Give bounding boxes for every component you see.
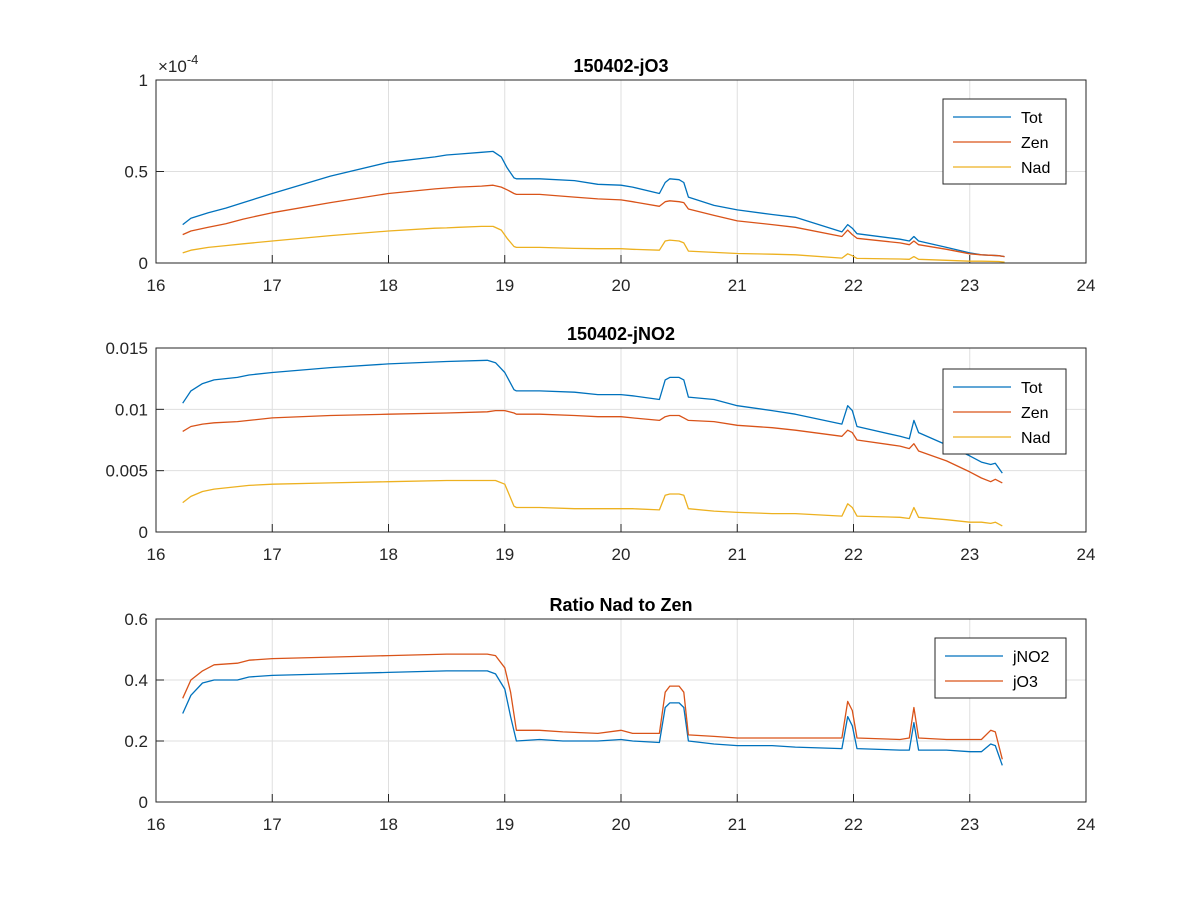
y-tick-label: 0.01 — [115, 400, 148, 419]
series-line-jNO2 — [182, 670, 1003, 766]
legend-label-Tot: Tot — [1021, 110, 1043, 127]
x-tick-label: 20 — [612, 276, 631, 295]
y-tick-label: 1 — [139, 71, 148, 90]
x-tick-label: 17 — [263, 815, 282, 834]
x-tick-label: 19 — [495, 276, 514, 295]
chart-panel-1: 16 17 18 19 20 21 22 23 24 0 0.5 1 150402-jO3 ×10-4 To… — [124, 52, 1095, 295]
x-tick-label: 16 — [147, 545, 166, 564]
legend-label-Nad: Nad — [1021, 160, 1050, 177]
legend-label-Zen: Zen — [1021, 405, 1049, 422]
x-tick-label: 20 — [612, 815, 631, 834]
y-tick-label: 0.005 — [105, 462, 148, 481]
legend: Tot Zen Nad — [942, 98, 1067, 185]
chart-title: 150402-jNO2 — [567, 324, 675, 344]
x-tick-label: 23 — [960, 545, 979, 564]
series-line-Tot — [182, 150, 1005, 258]
x-tick-label: 17 — [263, 276, 282, 295]
legend-label-jNO2: jNO2 — [1012, 649, 1050, 666]
y-tick-label: 0.6 — [124, 610, 148, 629]
x-tick-label: 23 — [960, 815, 979, 834]
chart-title: Ratio Nad to Zen — [550, 595, 693, 615]
y-tick-label: 0.4 — [124, 671, 148, 690]
x-tick-label: 23 — [960, 276, 979, 295]
x-tick-label: 22 — [844, 545, 863, 564]
series-line-Tot — [182, 359, 1003, 474]
axes-box — [155, 79, 1087, 264]
x-tick-label: 18 — [379, 815, 398, 834]
x-tick-label: 22 — [844, 815, 863, 834]
legend-box — [934, 637, 1067, 699]
x-tick-label: 17 — [263, 545, 282, 564]
chart-panel-3: 16 17 18 19 20 21 22 23 24 0 0.2 0.4 0.6 Ratio Nad to… — [124, 595, 1095, 834]
series-line-jO3 — [182, 653, 1003, 760]
y-tick-label: 0 — [139, 254, 148, 273]
x-tick-label: 21 — [728, 276, 747, 295]
x-tick-label: 16 — [147, 815, 166, 834]
legend-label-Nad: Nad — [1021, 430, 1050, 447]
series-line-Nad — [182, 479, 1003, 527]
y-tick-label: 0 — [139, 523, 148, 542]
x-tick-label: 24 — [1077, 276, 1096, 295]
chart-title: 150402-jO3 — [573, 56, 668, 76]
x-tick-label: 22 — [844, 276, 863, 295]
legend-label-jO3: jO3 — [1012, 674, 1038, 691]
axes-box — [155, 618, 1087, 803]
chart-panel-2: 16 17 18 19 20 21 22 23 24 0 0.005 0.01 0.015 150402-… — [105, 324, 1095, 564]
axes-box — [155, 347, 1087, 533]
series-line-Nad — [182, 225, 1005, 263]
x-tick-label: 20 — [612, 545, 631, 564]
x-tick-label: 21 — [728, 545, 747, 564]
legend: Tot Zen Nad — [942, 368, 1067, 455]
series-line-Zen — [182, 409, 1003, 484]
y-exponent-label: ×10-4 — [158, 52, 198, 76]
x-tick-label: 21 — [728, 815, 747, 834]
y-tick-label: 0.015 — [105, 339, 148, 358]
x-tick-label: 19 — [495, 545, 514, 564]
y-tick-label: 0.5 — [124, 163, 148, 182]
x-tick-label: 19 — [495, 815, 514, 834]
y-tick-label: 0.2 — [124, 732, 148, 751]
legend-label-Tot: Tot — [1021, 380, 1043, 397]
x-tick-label: 18 — [379, 276, 398, 295]
legend-label-Zen: Zen — [1021, 135, 1049, 152]
legend: jNO2 jO3 — [934, 637, 1067, 699]
x-tick-label: 16 — [147, 276, 166, 295]
x-tick-label: 24 — [1077, 815, 1096, 834]
series-line-Zen — [182, 184, 1005, 258]
x-tick-label: 18 — [379, 545, 398, 564]
y-tick-label: 0 — [139, 793, 148, 812]
x-tick-label: 24 — [1077, 545, 1096, 564]
